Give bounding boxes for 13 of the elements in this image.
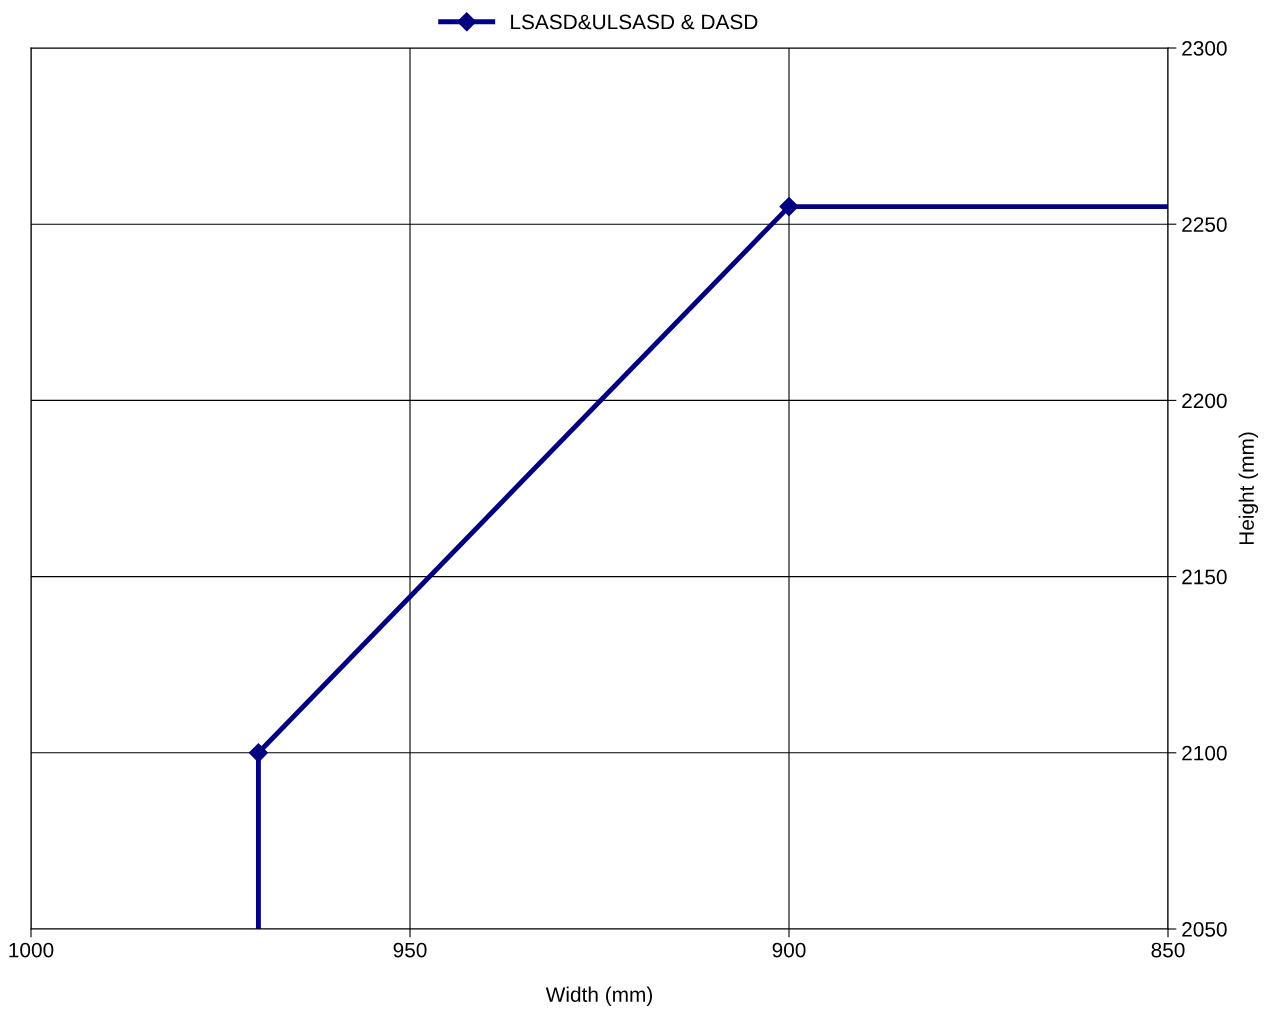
y-axis-title: Height (mm) [1238, 432, 1259, 545]
y-tick-label: 2250 [1182, 217, 1227, 232]
x-tick-label: 950 [393, 942, 427, 958]
x-axis-title: Width (mm) [545, 986, 653, 1007]
y-tick-label: 2100 [1182, 745, 1227, 761]
x-tick-label: 1000 [9, 942, 54, 958]
legend-label: LSASD&ULSASD & DASD [511, 14, 758, 30]
y-tick-label: 2300 [1182, 41, 1227, 56]
x-tick-label: 900 [772, 942, 806, 958]
x-tick-label: 850 [1151, 942, 1185, 958]
y-tick-label: 2050 [1182, 922, 1227, 937]
y-tick-label: 2150 [1182, 569, 1227, 585]
y-tick-label: 2200 [1182, 393, 1227, 409]
